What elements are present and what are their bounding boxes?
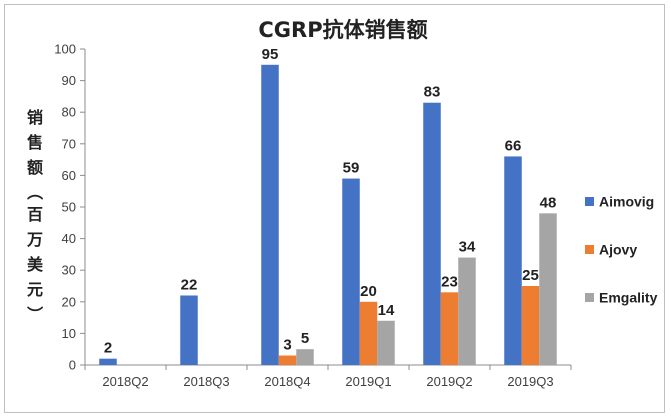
y-axis-label-char: 万 xyxy=(26,230,43,249)
x-tick-label: 2018Q4 xyxy=(264,374,310,389)
x-axis-ticks: 2018Q2 2018Q3 2018Q4 2019Q1 2019Q2 2019Q3 xyxy=(84,365,572,389)
chart-title: CGRP抗体销售额 xyxy=(258,18,427,42)
data-label: 83 xyxy=(424,84,441,101)
bar-aimovig xyxy=(423,102,441,365)
legend-label-aimovig: Aimovig xyxy=(599,194,654,210)
y-tick-label: 70 xyxy=(62,136,76,151)
y-tick-label: 0 xyxy=(69,358,76,373)
y-tick-label: 80 xyxy=(62,105,76,120)
bar-ajovy xyxy=(278,355,297,365)
y-axis-label-char: （ xyxy=(25,184,44,200)
bar-aimovig xyxy=(342,178,360,365)
y-axis-label-char: ） xyxy=(25,306,44,322)
y-axis-label-char: 销 xyxy=(27,108,43,127)
bars xyxy=(99,64,557,366)
y-tick-label: 60 xyxy=(62,168,76,183)
legend-swatch-ajovy xyxy=(585,245,594,254)
data-label: 23 xyxy=(441,273,458,290)
bar-ajovy xyxy=(359,301,378,365)
data-label: 25 xyxy=(522,267,539,284)
legend-label-ajovy: Ajovy xyxy=(599,242,637,258)
data-label: 5 xyxy=(301,330,309,347)
x-tick-label: 2018Q3 xyxy=(183,374,229,389)
data-label: 95 xyxy=(262,46,279,63)
data-label: 22 xyxy=(181,276,198,293)
legend-swatch-emgality xyxy=(585,293,594,302)
legend: Aimovig Ajovy Emgality xyxy=(585,194,658,306)
y-tick-label: 100 xyxy=(54,42,76,57)
bar-emgality xyxy=(296,349,314,365)
x-tick-label: 2019Q2 xyxy=(426,374,472,389)
bar-aimovig xyxy=(99,358,117,365)
y-axis-label-char: 元 xyxy=(27,280,43,299)
axes xyxy=(84,49,571,366)
y-tick-label: 50 xyxy=(62,200,76,215)
y-tick-label: 10 xyxy=(62,326,76,341)
bar-aimovig xyxy=(504,156,522,365)
data-label: 59 xyxy=(343,160,360,177)
y-tick-label: 20 xyxy=(62,294,76,309)
y-tick-label: 90 xyxy=(62,73,76,88)
data-label: 20 xyxy=(360,283,377,300)
bar-ajovy xyxy=(440,292,459,365)
x-tick-label: 2019Q1 xyxy=(345,374,391,389)
data-label: 3 xyxy=(283,337,291,354)
bar-aimovig xyxy=(261,64,279,366)
data-label: 34 xyxy=(459,239,476,256)
y-axis-ticks: 0 10 20 30 40 50 60 70 80 90 100 xyxy=(54,42,85,373)
data-label: 48 xyxy=(540,194,557,211)
y-axis-label-char: 百 xyxy=(27,205,43,224)
bar-emgality xyxy=(377,320,395,365)
y-tick-label: 30 xyxy=(62,263,76,278)
bar-aimovig xyxy=(180,295,198,365)
legend-label-emgality: Emgality xyxy=(599,290,658,306)
data-label: 14 xyxy=(378,302,395,319)
legend-swatch-aimovig xyxy=(585,197,594,206)
x-tick-label: 2019Q3 xyxy=(507,374,553,389)
y-axis-label-char: 额 xyxy=(27,158,43,177)
y-axis-label-char: 美 xyxy=(27,255,44,274)
bar-emgality xyxy=(539,213,557,365)
y-axis-label-char: 售 xyxy=(27,133,43,152)
chart-frame: CGRP抗体销售额 销售额 （ 百万美元 ） 0 10 20 30 40 50 60 70 80 90 1… xyxy=(4,4,665,413)
bar-emgality xyxy=(458,257,476,365)
y-tick-label: 40 xyxy=(62,231,76,246)
data-label: 66 xyxy=(505,137,522,154)
bar-ajovy xyxy=(521,286,540,365)
x-tick-label: 2018Q2 xyxy=(102,374,148,389)
data-label: 2 xyxy=(104,340,112,357)
